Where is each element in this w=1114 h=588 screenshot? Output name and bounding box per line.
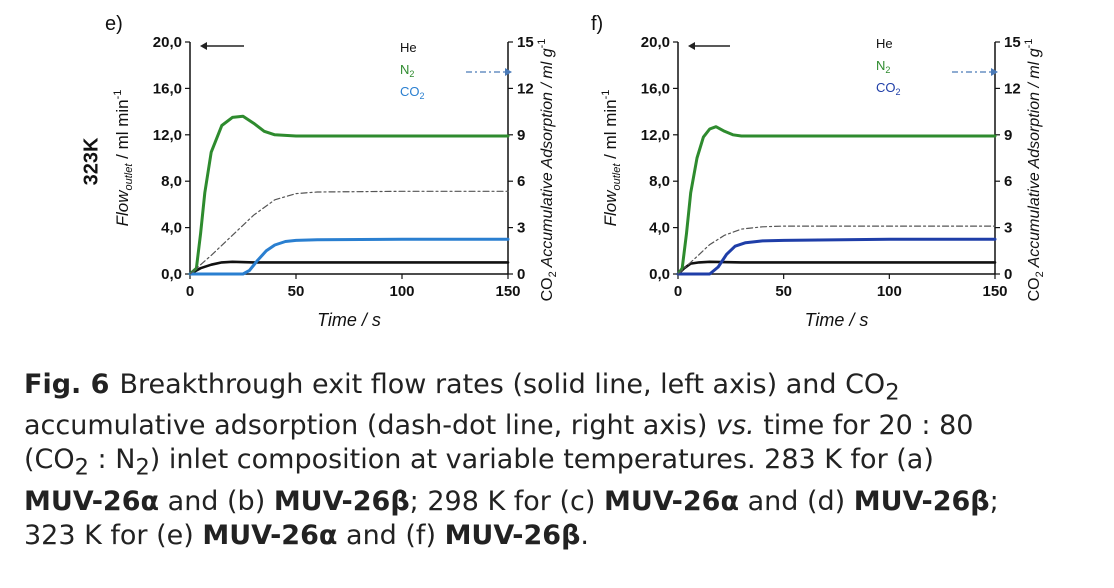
row-label-temperature: 323K	[80, 137, 103, 186]
y2-tick-label: 6	[1004, 173, 1012, 190]
caption-compound: MUV-26α	[603, 485, 740, 517]
x-tick-label: 0	[674, 283, 682, 300]
x-tick-label: 50	[775, 283, 792, 300]
chart-panel-f: f) 0 50 100 150 0,0 4,0 8,0 12,0 16,0 20,0 0 3 6 9 12 15…	[591, 13, 1046, 330]
caption-text: : N	[88, 444, 136, 476]
caption-line-1: Fig. 6 Breakthrough exit flow rates (soli…	[24, 368, 1094, 409]
caption-italic: vs.	[715, 410, 755, 442]
caption-text: and (d)	[739, 485, 854, 517]
caption-text: and (f)	[337, 519, 445, 551]
y-tick-label: 8,0	[161, 173, 182, 190]
y-tick-label: 8,0	[649, 173, 670, 190]
series-co2	[188, 237, 510, 276]
legend-he: He	[400, 40, 417, 55]
y2-tick-label: 0	[1004, 266, 1012, 283]
x-axis-label: Time / s	[805, 310, 869, 330]
caption-compound: MUV-26β	[444, 519, 581, 551]
x-tick-label: 150	[982, 283, 1007, 300]
legend-co2: CO2	[400, 84, 425, 101]
y-tick-label: 0,0	[649, 266, 670, 283]
charts-svg: e)0 50 100 1500,04,08,012,016,020,003691215…	[105, 13, 1046, 330]
caption-text: accumulative adsorption (dash-dot line, …	[24, 410, 716, 442]
legend-he: He	[876, 36, 893, 51]
y-axis-label: Flowoutlet / ml min-1	[600, 90, 623, 227]
series-he	[188, 260, 510, 276]
x-tick-label: 0	[186, 283, 194, 300]
series-n2	[676, 125, 997, 276]
caption-line-3: (CO2 : N2) inlet composition at variable…	[24, 443, 1094, 484]
caption-text: Breakthrough exit flow rates (solid line…	[119, 369, 886, 400]
caption-sub: 2	[885, 379, 900, 406]
caption-line-5: 323 K for (e) MUV-26α and (f) MUV-26β.	[24, 519, 1094, 553]
caption-compound: MUV-26β	[273, 485, 410, 517]
panel-label: e)	[105, 13, 123, 35]
caption-text: time for 20 : 80	[754, 410, 974, 442]
caption-text: and (b)	[159, 485, 274, 517]
series-co2-accumulative	[677, 225, 996, 275]
caption-compound: MUV-26α	[202, 519, 338, 551]
x-tick-label: 100	[389, 283, 414, 300]
y-tick-label: 16,0	[153, 80, 182, 97]
y-tick-label: 20,0	[153, 34, 182, 51]
y2-tick-label: 12	[517, 80, 534, 97]
y2-tick-label: 15	[1004, 34, 1021, 51]
caption-text: ; 298 K for (c)	[409, 485, 604, 517]
caption-sub: 2	[135, 454, 150, 481]
figure-caption: Fig. 6 Breakthrough exit flow rates (soli…	[24, 368, 1094, 553]
x-tick-label: 100	[877, 283, 902, 300]
left-axis-arrowhead	[688, 42, 695, 50]
right-axis-arrowhead	[991, 68, 998, 76]
panel-label: f)	[591, 13, 603, 35]
y2-tick-label: 3	[517, 220, 525, 237]
caption-text: (CO	[24, 444, 75, 476]
y2-axis-label: CO2 Accumulative Adsorption / ml g-1	[536, 39, 559, 302]
y2-axis-label: CO2 Accumulative Adsorption / ml g-1	[1023, 39, 1046, 302]
x-tick-label: 150	[495, 283, 520, 300]
caption-line-2: accumulative adsorption (dash-dot line, …	[24, 409, 1094, 443]
y2-tick-label: 6	[517, 173, 525, 190]
legend-n2: N2	[400, 62, 414, 79]
series-co2-accumulative	[189, 190, 509, 275]
y2-tick-label: 9	[1004, 127, 1012, 144]
legend-co2: CO2	[876, 80, 901, 97]
series-he	[676, 260, 997, 276]
y-tick-label: 16,0	[641, 80, 670, 97]
y-tick-label: 12,0	[641, 127, 670, 144]
caption-text: ) inlet composition at variable temperat…	[149, 444, 934, 476]
caption-line-4: MUV-26α and (b) MUV-26β; 298 K for (c) M…	[24, 485, 1094, 519]
caption-compound: MUV-26β	[853, 485, 990, 517]
y-tick-label: 12,0	[153, 127, 182, 144]
caption-compound: MUV-26α	[24, 485, 160, 517]
caption-lead: Fig. 6	[24, 369, 110, 400]
x-tick-label: 50	[288, 283, 305, 300]
left-axis-arrowhead	[200, 42, 207, 50]
series-n2	[188, 114, 510, 276]
series-co2	[676, 237, 997, 276]
y2-tick-label: 12	[1004, 80, 1021, 97]
caption-sub: 2	[74, 454, 89, 481]
caption-text: 323 K for (e)	[24, 519, 203, 551]
y-tick-label: 0,0	[161, 266, 182, 283]
caption-text: .	[580, 519, 589, 551]
y-tick-label: 4,0	[649, 220, 670, 237]
y2-tick-label: 0	[517, 266, 525, 283]
y-axis-label: Flowoutlet / ml min-1	[112, 90, 135, 227]
y2-tick-label: 3	[1004, 220, 1012, 237]
y2-tick-label: 15	[517, 34, 534, 51]
figure: 323K e) 0 50 100 150 0,0 4,0 8,0 12,0 16,0 20,0 0 3 6…	[80, 13, 1046, 330]
chart-panel-e: e) 0 50 100 150 0,0 4,0 8,0 12,0 16,0 20,0 0 3 6 9 12 15…	[105, 13, 559, 330]
y2-tick-label: 9	[517, 127, 525, 144]
right-axis-arrowhead	[505, 68, 512, 76]
y-tick-label: 20,0	[641, 34, 670, 51]
x-axis-label: Time / s	[317, 310, 381, 330]
y-tick-label: 4,0	[161, 220, 182, 237]
legend-n2: N2	[876, 58, 890, 75]
caption-text: ;	[989, 485, 999, 517]
